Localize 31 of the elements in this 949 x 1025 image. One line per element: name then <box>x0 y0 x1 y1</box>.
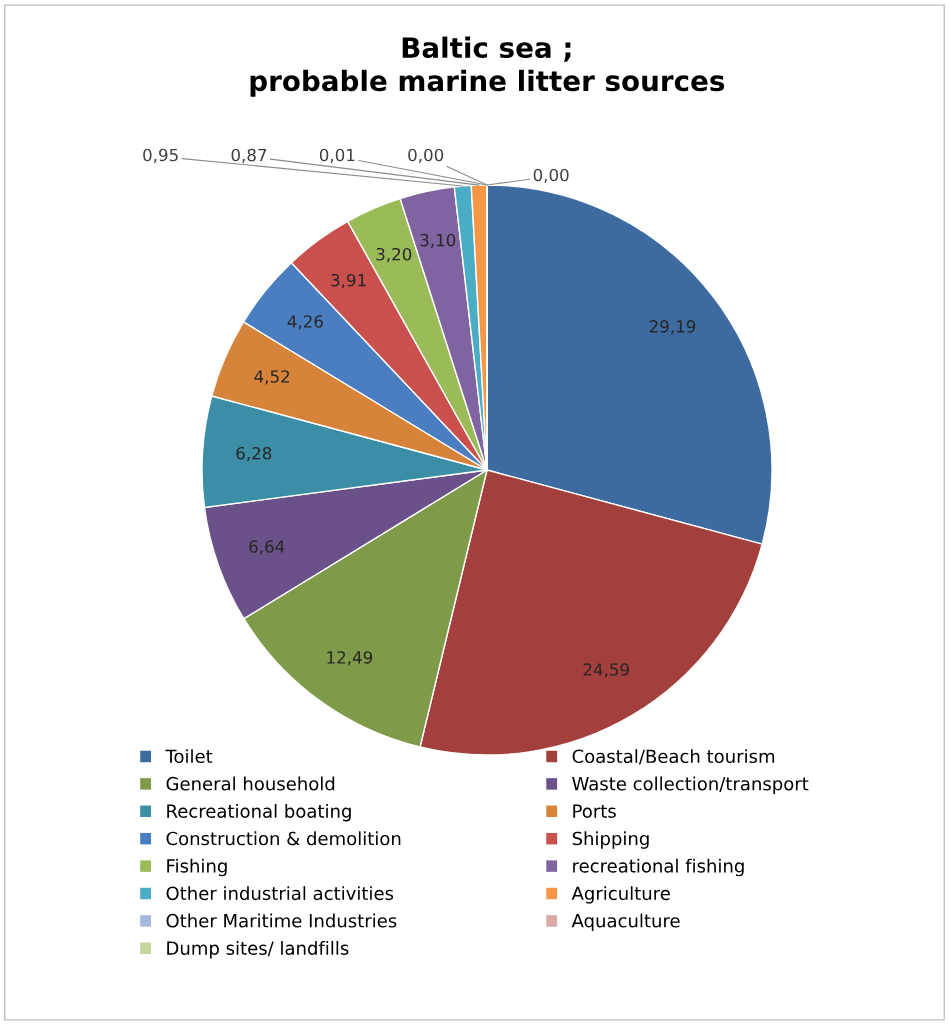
data-label: 3,10 <box>420 233 456 249</box>
legend-label: Aquaculture <box>571 913 680 932</box>
data-label: 6,28 <box>236 446 272 462</box>
legend-label: Toilet <box>165 749 213 764</box>
legend-label: Other Maritime Industries <box>166 913 397 928</box>
data-label: 4,26 <box>287 315 323 330</box>
data-label: 3,91 <box>331 273 366 289</box>
legend-label: Coastal/Beach tourism <box>572 749 775 765</box>
text: 0,00 <box>533 168 569 183</box>
data-label: 0,95 <box>143 148 178 164</box>
data-label: 0,87 <box>231 148 267 164</box>
data-label: 12,49 <box>327 651 373 666</box>
legend-label: Waste collection/transport <box>572 776 809 794</box>
data-label: 29,19 <box>649 320 696 335</box>
legend-label: recreational fishing <box>573 858 744 877</box>
legend-label: Dump sites/ landfills <box>167 940 349 959</box>
legend-label: Shipping <box>572 831 649 849</box>
legend-label: Recreational boating <box>167 803 351 822</box>
text: 0,00 <box>408 148 444 164</box>
legend-label: Construction & demolition <box>166 831 401 846</box>
legend-label: Other industrial activities <box>166 886 394 901</box>
legend-label: Agriculture <box>571 886 670 904</box>
legend-label: Fishing <box>167 858 227 877</box>
data-label: 0,01 <box>319 148 355 164</box>
legend-label: Ports <box>573 804 616 818</box>
data-label: 3,20 <box>376 247 412 263</box>
data-label: 4,52 <box>254 370 290 385</box>
chart-title: Baltic sea ; probable marine litter sources <box>250 36 725 97</box>
data-label: 6,64 <box>249 540 285 555</box>
data-label: 24,59 <box>583 663 629 678</box>
legend-label: General household <box>166 776 335 791</box>
